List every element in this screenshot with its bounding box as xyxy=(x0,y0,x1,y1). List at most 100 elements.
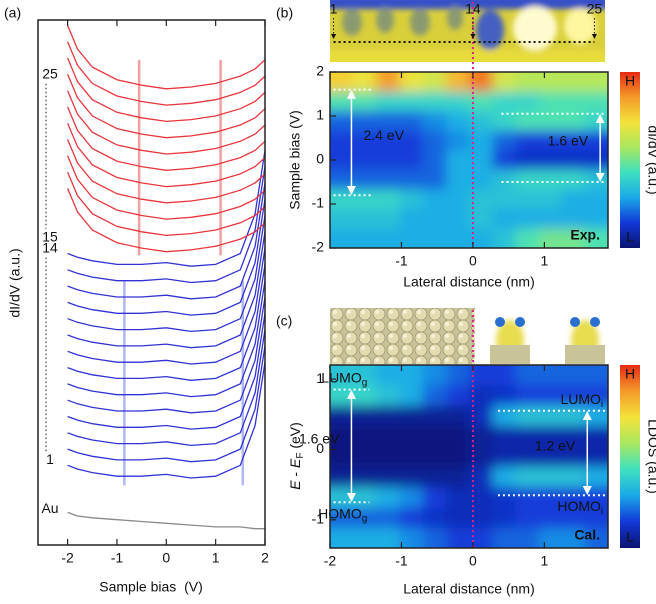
heatmap-cell xyxy=(446,466,471,489)
data-tag: Exp. xyxy=(570,227,600,243)
heatmap-cell xyxy=(422,527,448,548)
heatmap-cell xyxy=(353,72,378,93)
level-name: HOMO xyxy=(318,505,362,521)
heatmap-cell xyxy=(446,446,471,468)
heatmap-cell xyxy=(492,507,518,529)
data-tag: Cal. xyxy=(574,527,600,543)
heatmap-cell xyxy=(492,527,518,548)
x-tick-label: 1 xyxy=(212,550,220,566)
heatmap-cell xyxy=(376,72,401,93)
colorbar-tick-label: L xyxy=(626,229,634,245)
y-tick-label: 2 xyxy=(316,63,324,79)
heatmap-cell xyxy=(446,405,471,427)
x-axis-label: Lateral distance (nm) xyxy=(403,581,535,597)
heatmap-cell xyxy=(330,365,355,387)
spectrum-line xyxy=(67,511,265,530)
heatmap-cell xyxy=(469,228,494,248)
heatmap-cell xyxy=(446,189,471,211)
heatmap-cell xyxy=(353,130,378,152)
spectrum-line xyxy=(67,264,266,381)
heatmap-cell xyxy=(330,228,355,248)
spectrum-line xyxy=(67,90,266,155)
heatmap-cell xyxy=(399,487,425,509)
heatmap-cell xyxy=(561,446,587,468)
x-tick-label: -1 xyxy=(395,553,408,569)
spectrum-line xyxy=(67,182,266,300)
heatmap-cell xyxy=(492,425,518,448)
heatmap-cell xyxy=(515,208,541,230)
heatmap-cell xyxy=(539,446,564,468)
image-label: 1 xyxy=(330,1,338,17)
heatmap-cell xyxy=(539,507,564,529)
heatmap-cell xyxy=(422,169,448,191)
heatmap-cell xyxy=(446,385,471,407)
heatmap-cell xyxy=(422,405,448,427)
heatmap-cell xyxy=(469,425,494,448)
heatmap-cell xyxy=(561,169,587,191)
x-tick-label: -1 xyxy=(395,253,408,269)
heatmap-cell xyxy=(446,527,471,548)
heatmap-cell xyxy=(515,130,541,152)
heatmap-cell xyxy=(515,527,541,548)
heatmap-cell xyxy=(353,169,378,191)
spectrum-line xyxy=(67,296,266,414)
level-subscript: i xyxy=(601,506,603,517)
heatmap-cell xyxy=(561,110,587,132)
heatmap-cell xyxy=(446,72,471,93)
spectrum-line xyxy=(67,106,266,171)
heatmap-cell xyxy=(469,169,494,191)
heatmap-cell xyxy=(584,189,608,211)
colorbar-tick-label: L xyxy=(626,529,634,545)
heatmap-cell xyxy=(561,425,587,448)
x-tick-label: -1 xyxy=(111,550,124,566)
x-tick-label: 1 xyxy=(540,253,548,269)
heatmap-cell xyxy=(330,208,355,230)
colorbar-tick-label: H xyxy=(625,366,635,382)
heatmap-cell xyxy=(422,365,448,387)
heatmap-cell xyxy=(515,487,541,509)
heatmap-cell xyxy=(515,507,541,529)
heatmap-cell xyxy=(353,189,378,211)
heatmap-cell xyxy=(446,169,471,191)
heatmap-cell xyxy=(515,189,541,211)
heatmap-cell xyxy=(353,425,378,448)
image-label: 14 xyxy=(465,1,481,17)
heatmap-cell xyxy=(353,91,378,113)
gap-label: 2.4 eV xyxy=(363,127,404,143)
heatmap-cell xyxy=(399,72,425,93)
heatmap-cell xyxy=(422,208,448,230)
x-axis-label: Sample bias (V) xyxy=(99,579,202,595)
heatmap-cell xyxy=(399,527,425,548)
heatmap-cell xyxy=(399,110,425,132)
heatmap-cell xyxy=(376,446,401,468)
series-label: 1 xyxy=(46,451,54,467)
colorbar xyxy=(620,365,640,548)
heatmap-cell xyxy=(353,466,378,489)
heatmap-cell xyxy=(446,487,471,509)
heatmap-cell xyxy=(353,208,378,230)
heatmap-cell xyxy=(539,110,564,132)
stm-image xyxy=(330,0,605,62)
level-label: HOMOg xyxy=(318,505,367,524)
heatmap-cell xyxy=(376,487,401,509)
heatmap-cell xyxy=(399,365,425,387)
heatmap-cell xyxy=(469,189,494,211)
y-tick-label: 0 xyxy=(316,440,324,456)
heatmap-cell xyxy=(561,72,587,93)
heatmap-cell xyxy=(376,169,401,191)
heatmap-cell xyxy=(515,110,541,132)
heatmap-cell xyxy=(446,130,471,152)
level-label: HOMOi xyxy=(557,498,603,517)
heatmap-cell xyxy=(353,405,378,427)
gap-label: 1.2 eV xyxy=(535,438,576,454)
heatmap-cell xyxy=(422,110,448,132)
spectrum-line xyxy=(67,57,266,123)
heatmap-cell xyxy=(353,365,378,387)
x-tick-label: 2 xyxy=(261,550,269,566)
heatmap-cell xyxy=(515,365,541,387)
heatmap-cell xyxy=(446,507,471,529)
heatmap-cell xyxy=(399,189,425,211)
heatmap-cell xyxy=(330,72,355,93)
heatmap-cell xyxy=(330,405,355,427)
heatmap-cell xyxy=(330,466,355,489)
